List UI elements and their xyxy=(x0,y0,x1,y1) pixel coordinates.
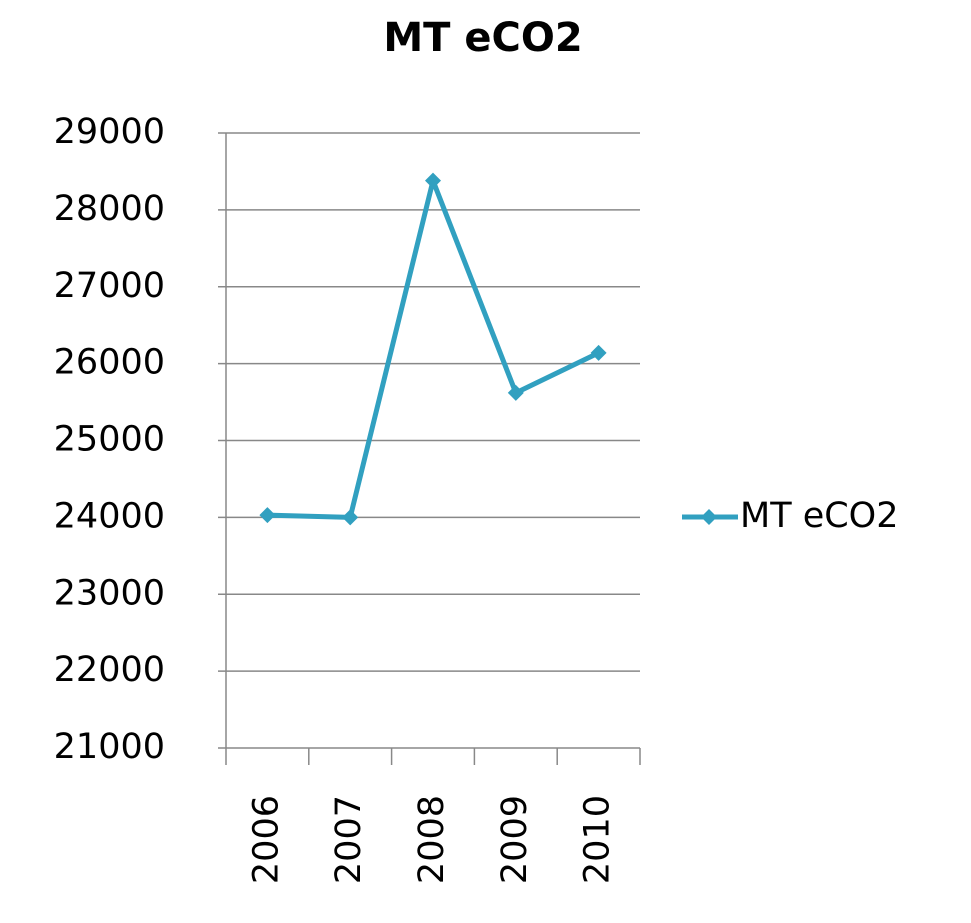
y-tick-label: 23000 xyxy=(54,573,165,613)
x-tick-label: 2009 xyxy=(495,795,535,884)
y-tick-label: 21000 xyxy=(54,727,165,767)
x-tick-label: 2006 xyxy=(246,795,286,884)
legend-label: MT eCO2 xyxy=(740,496,899,536)
marker xyxy=(590,344,607,361)
y-tick-label: 29000 xyxy=(54,112,165,152)
series-line xyxy=(267,178,600,520)
marker xyxy=(507,384,524,401)
y-tick-label: 26000 xyxy=(54,343,165,383)
marker xyxy=(342,509,359,526)
chart-title: MT eCO2 xyxy=(383,15,582,61)
marker xyxy=(425,172,441,189)
marker xyxy=(259,507,276,524)
y-tick-label: 28000 xyxy=(54,189,165,229)
legend-marker xyxy=(701,509,717,525)
y-tick-label: 22000 xyxy=(54,650,165,690)
y-tick-label: 27000 xyxy=(54,266,165,306)
y-tick-label: 25000 xyxy=(54,420,165,460)
x-tick-label: 2008 xyxy=(412,795,452,884)
x-tick-label: 2010 xyxy=(578,795,618,884)
y-tick-label: 24000 xyxy=(54,496,165,536)
x-tick-label: 2007 xyxy=(329,795,369,884)
